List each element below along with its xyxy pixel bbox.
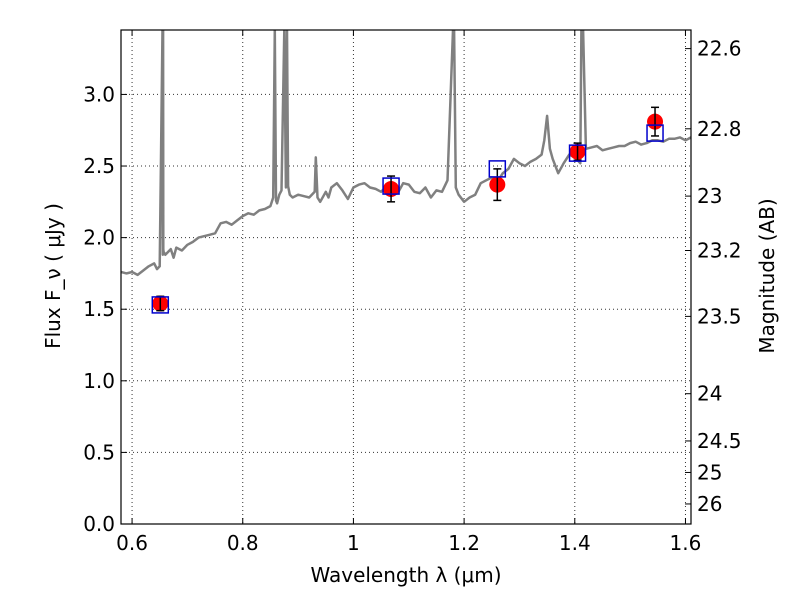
ticks: 0.6 0.8 1 1.2 1.4 1.6 0.0 0.5 1.0 1.5 2.0 2.5 3.0 22.… (83, 30, 742, 555)
right-tick-label: 24 (697, 382, 722, 406)
points-layer (151, 106, 664, 314)
x-tick-label: 0.8 (227, 531, 259, 555)
right-axis-label: Magnitude (AB) (755, 198, 779, 353)
model-point (646, 124, 664, 142)
right-tick-label: 23.2 (697, 239, 742, 263)
x-tick-label: 1.2 (448, 531, 480, 555)
x-tick-label: 1.4 (559, 531, 591, 555)
x-tick-label: 1.6 (670, 531, 702, 555)
model-point (488, 160, 507, 178)
plot-frame (120, 29, 692, 525)
spectrum-line (121, 30, 691, 277)
x-tick-label: 1 (347, 531, 360, 555)
right-tick-label: 24.5 (697, 429, 742, 453)
y-tick-label: 0.5 (83, 440, 115, 464)
y-tick-label: 2.5 (83, 154, 115, 178)
y-tick-label: 0.0 (83, 512, 115, 536)
y-tick-label: 1.5 (83, 297, 115, 321)
y-axis-label: Flux F_ν ( μJy ) (41, 203, 65, 349)
right-tick-label: 26 (697, 492, 722, 516)
x-axis-label: Wavelength λ (μm) (310, 563, 501, 587)
grid (121, 30, 691, 525)
right-tick-label: 23 (697, 184, 722, 208)
right-tick-label: 22.6 (697, 37, 742, 61)
model-point (151, 296, 170, 314)
y-tick-label: 3.0 (83, 82, 115, 106)
spectrum-layer (121, 30, 691, 277)
y-tick-label: 2.0 (83, 226, 115, 250)
y-tick-label: 1.0 (83, 369, 115, 393)
right-tick-label: 25 (697, 460, 722, 484)
x-tick-label: 0.6 (116, 531, 148, 555)
model-point (382, 177, 400, 195)
right-tick-label: 22.8 (697, 117, 742, 141)
model-point (568, 144, 587, 162)
right-tick-label: 23.5 (697, 304, 742, 328)
